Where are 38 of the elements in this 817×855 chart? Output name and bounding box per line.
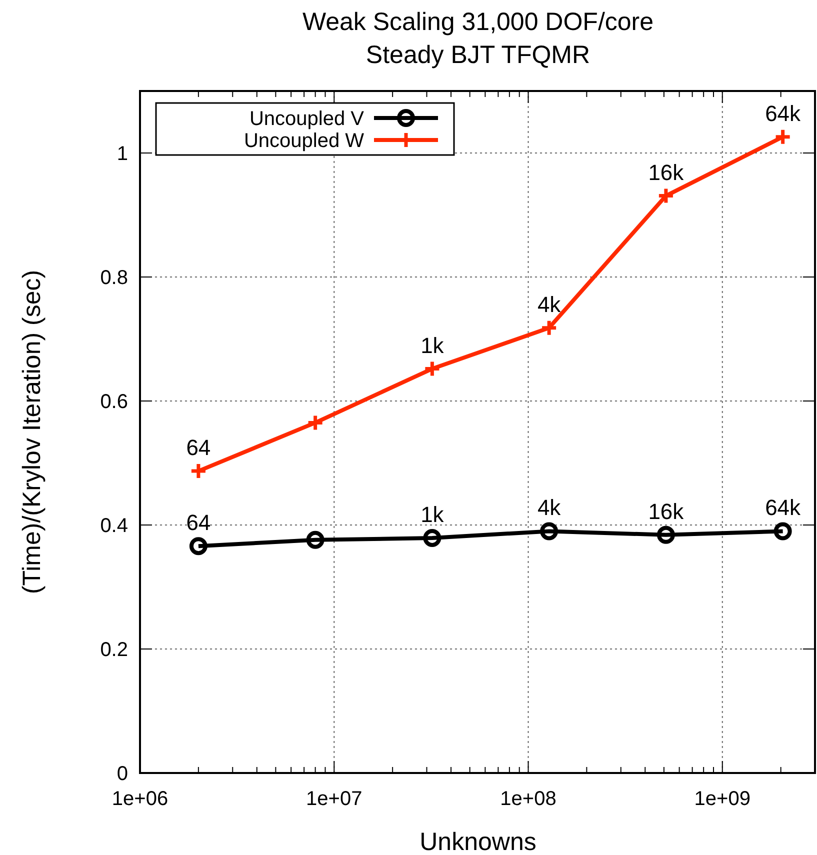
annotation: 4k <box>537 292 562 317</box>
point <box>540 522 558 540</box>
point <box>306 414 324 432</box>
annotation: 64k <box>765 495 802 520</box>
point <box>190 462 208 480</box>
annotation: 1k <box>420 332 445 358</box>
y-tick-label: 0 <box>116 763 128 785</box>
y-tick-label: 1 <box>116 143 128 165</box>
point <box>189 537 208 556</box>
annotation: 1k <box>420 502 445 528</box>
y-tick-label: 0.2 <box>100 639 128 661</box>
point <box>306 530 324 549</box>
point <box>656 526 675 544</box>
x-tick-label: 1e+06 <box>112 788 168 810</box>
x-tick-label: 1e+08 <box>500 788 556 810</box>
point <box>423 529 442 548</box>
y-tick-label: 0.6 <box>100 391 128 413</box>
point <box>774 522 792 540</box>
annotation: 16k <box>648 160 685 185</box>
point <box>423 360 441 378</box>
x-tick-label: 1e+09 <box>694 788 750 810</box>
annotation: 64k <box>765 100 802 126</box>
legend-label: Uncoupled W <box>244 130 364 152</box>
point <box>657 187 675 205</box>
x-tick-label: 1e+07 <box>306 788 362 810</box>
legend-label: Uncoupled V <box>249 108 365 130</box>
chart-title: Weak Scaling 31,000 DOF/core <box>302 8 654 36</box>
y-axis-title: (Time)/(Krylov Iteration) (sec) <box>18 270 46 594</box>
x-axis-title: Unknowns <box>420 828 536 855</box>
point <box>774 128 792 146</box>
point <box>540 319 558 337</box>
chart-subtitle: Steady BJT TFQMR <box>366 41 590 69</box>
y-tick-label: 0.8 <box>100 267 128 289</box>
annotation: 64 <box>186 510 211 536</box>
y-tick-label: 0.4 <box>100 515 128 537</box>
annotation: 64 <box>186 435 211 460</box>
annotation: 16k <box>648 498 685 524</box>
annotation: 4k <box>537 495 562 520</box>
